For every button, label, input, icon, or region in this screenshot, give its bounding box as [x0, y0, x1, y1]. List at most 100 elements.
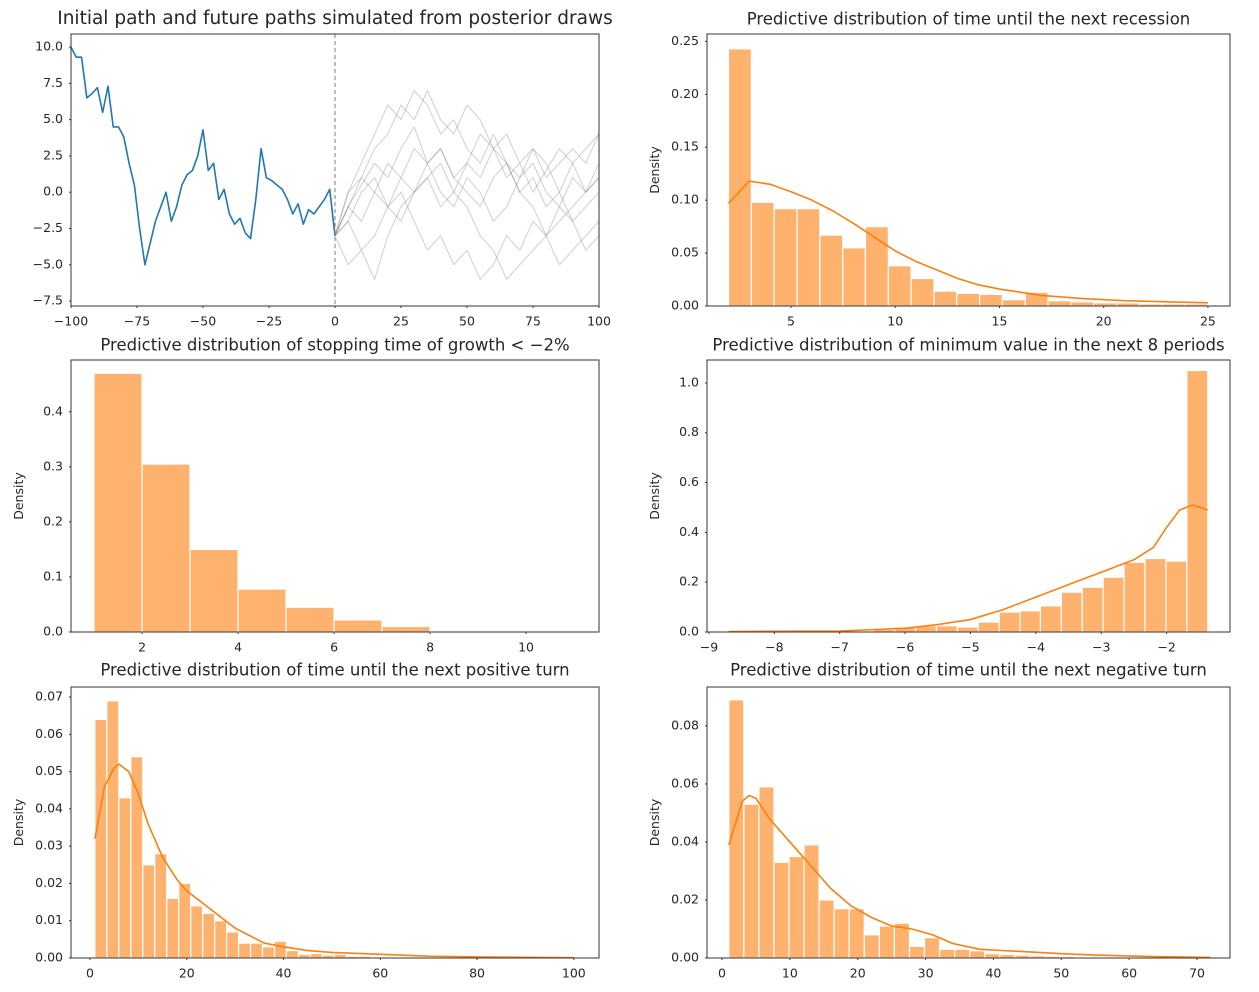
- bar: [249, 942, 264, 959]
- bar: [213, 920, 228, 959]
- x-tick-label: 30: [918, 966, 934, 981]
- line: [334, 148, 600, 236]
- bar: [977, 621, 1000, 633]
- x-tick-label: −3: [1092, 640, 1110, 655]
- bar: [933, 290, 958, 307]
- bar: [141, 463, 191, 633]
- bar: [727, 48, 752, 307]
- chart-title: Predictive distribution of time until th…: [100, 661, 569, 680]
- bar: [878, 925, 896, 959]
- y-tick-label: 0.00: [35, 950, 63, 965]
- bar: [273, 940, 288, 959]
- bar: [848, 908, 865, 959]
- bar: [728, 699, 745, 959]
- bar: [1019, 610, 1042, 633]
- bar: [1047, 300, 1072, 307]
- bar: [887, 265, 912, 307]
- y-tick-label: 0.1: [43, 568, 63, 583]
- bar: [998, 611, 1021, 633]
- bar: [381, 625, 431, 633]
- x-tick-label: 10: [887, 314, 903, 329]
- x-tick-label: −2: [1157, 640, 1175, 655]
- plot-frame: [70, 359, 600, 633]
- bar: [743, 803, 760, 959]
- y-tick-label: 0.04: [671, 833, 699, 848]
- line: [334, 90, 600, 236]
- bar: [1144, 557, 1167, 633]
- x-tick-label: −6: [896, 640, 914, 655]
- x-tick-label: 0: [86, 966, 94, 981]
- x-tick-label: 6: [330, 640, 338, 655]
- bar: [796, 208, 821, 307]
- bar: [1123, 561, 1146, 633]
- x-tick-label: −7: [830, 640, 848, 655]
- bar: [1060, 591, 1083, 633]
- bar: [297, 953, 311, 959]
- line: [70, 46, 336, 266]
- bar: [956, 292, 981, 307]
- bar: [773, 208, 798, 307]
- bar: [237, 588, 287, 633]
- y-tick-label: 0.01: [35, 912, 63, 927]
- y-tick-label: 0.0: [43, 624, 63, 639]
- y-tick-label: 0.10: [671, 192, 699, 207]
- x-tick-label: 10: [518, 640, 534, 655]
- bar: [285, 949, 300, 959]
- chart-title: Predictive distribution of time until th…: [730, 661, 1207, 680]
- bar: [237, 942, 252, 959]
- bar: [750, 201, 775, 307]
- bar: [842, 247, 867, 307]
- y-tick-label: 0.2: [43, 513, 63, 528]
- y-tick-label: 0.07: [35, 689, 63, 704]
- bar: [333, 953, 347, 959]
- chart-title: Initial path and future paths simulated …: [57, 8, 613, 29]
- chart-title: Predictive distribution of time until th…: [747, 10, 1191, 29]
- bar: [979, 293, 1003, 307]
- plot-frame: [706, 359, 1231, 633]
- x-tick-label: 100: [587, 314, 611, 329]
- bar: [1165, 560, 1188, 633]
- x-tick-label: 20: [850, 966, 866, 981]
- x-tick-label: 75: [525, 314, 541, 329]
- y-tick-label: 0.0: [43, 184, 63, 199]
- bar: [1070, 301, 1095, 307]
- y-tick-label: 2.5: [43, 147, 63, 162]
- bar: [106, 700, 120, 959]
- y-tick-label: 0.00: [671, 950, 699, 965]
- bar: [908, 945, 926, 959]
- y-tick-label: 0.04: [35, 800, 63, 815]
- bar: [1001, 299, 1026, 307]
- bar: [969, 950, 986, 959]
- bar: [142, 864, 156, 959]
- x-tick-label: 40: [985, 966, 1001, 981]
- x-tick-label: 80: [469, 966, 485, 981]
- bar: [758, 786, 775, 959]
- y-axis-label: Density: [647, 472, 662, 520]
- bar: [954, 948, 971, 959]
- x-tick-label: 40: [276, 966, 292, 981]
- y-axis-label: Density: [11, 798, 26, 846]
- kde-line: [728, 794, 1211, 959]
- bar: [1039, 605, 1062, 633]
- line: [334, 162, 600, 280]
- bar: [819, 234, 844, 307]
- x-tick-label: −50: [190, 314, 216, 329]
- x-tick-label: 20: [179, 966, 195, 981]
- x-tick-label: 50: [459, 314, 475, 329]
- x-tick-label: 5: [787, 314, 795, 329]
- x-tick-label: 4: [234, 640, 242, 655]
- bar: [202, 912, 216, 959]
- x-tick-label: 2: [138, 640, 146, 655]
- x-tick-label: 100: [562, 966, 586, 981]
- plot-frame: [70, 686, 600, 959]
- y-tick-label: 0.8: [679, 424, 699, 439]
- bar: [309, 952, 323, 959]
- bar: [118, 797, 132, 959]
- bar: [910, 277, 935, 307]
- x-tick-label: 50: [1053, 966, 1069, 981]
- y-tick-label: 0.02: [35, 875, 63, 890]
- plot-frame: [706, 686, 1231, 959]
- y-tick-label: −7.5: [33, 293, 63, 308]
